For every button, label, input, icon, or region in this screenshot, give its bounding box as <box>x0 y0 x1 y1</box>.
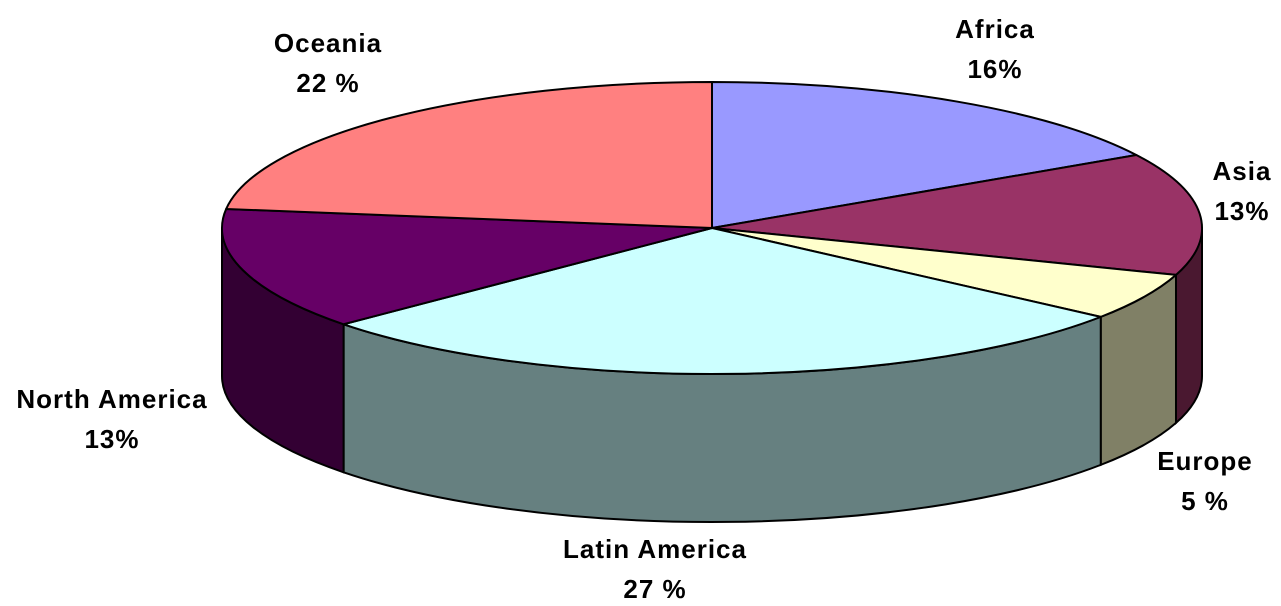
slice-percent-europe: 5 % <box>1181 486 1229 516</box>
slice-percent-asia: 13% <box>1214 196 1269 226</box>
pie-slice-europe <box>711 227 1177 318</box>
slice-percent-north-america: 13% <box>84 424 139 454</box>
pie-slice-asia <box>711 154 1203 276</box>
pie-slice-latin-america <box>342 227 1102 375</box>
slice-label-africa: Africa <box>955 14 1035 44</box>
slice-label-asia: Asia <box>1213 156 1272 186</box>
slice-label-oceania: Oceania <box>274 28 382 58</box>
pie-slice-north-america <box>221 207 713 326</box>
slice-label-latin-america: Latin America <box>563 534 747 564</box>
pie-labels: Africa 16% Asia 13% Europe 5 % Latin America 27… <box>16 14 1272 604</box>
slice-percent-africa: 16% <box>967 54 1022 84</box>
pie-slice-oceania <box>225 81 713 229</box>
pie-sides <box>221 227 1203 523</box>
slice-label-europe: Europe <box>1157 446 1253 476</box>
slice-percent-latin-america: 27 % <box>623 574 686 604</box>
slice-label-north-america: North America <box>16 384 207 414</box>
slice-percent-oceania: 22 % <box>296 68 359 98</box>
pie-tops <box>221 81 1203 375</box>
pie-slice-africa <box>711 81 1138 229</box>
